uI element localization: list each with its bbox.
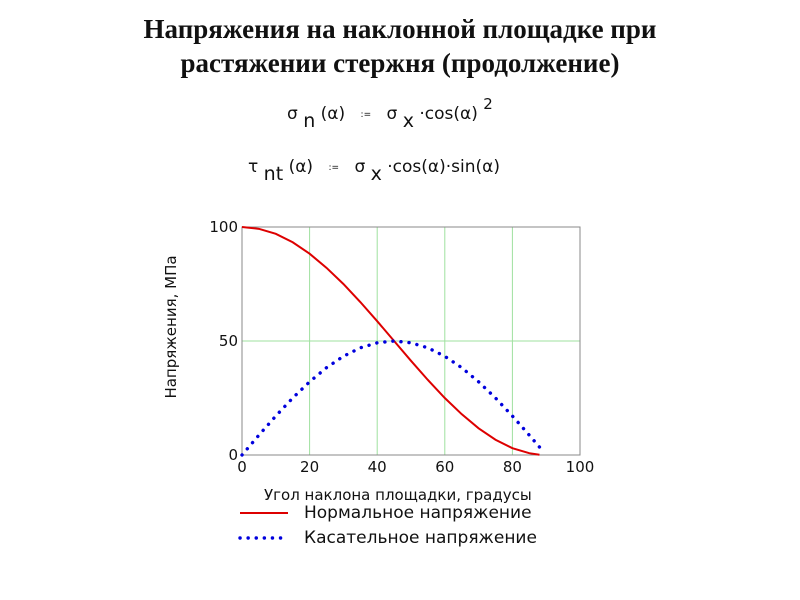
f1-rhs: ·cos(α) xyxy=(419,104,478,124)
series-line-shear-stress xyxy=(240,339,542,457)
x-axis-label: Угол наклона площадки, градусы xyxy=(264,486,532,504)
x-tick-label: 0 xyxy=(237,458,247,476)
f2-lhs-symbol: τ xyxy=(248,157,259,177)
f1-power: 2 xyxy=(483,95,493,113)
f2-rhs-subscript: x xyxy=(370,163,382,185)
f1-assign: := xyxy=(360,110,372,120)
f2-assign: := xyxy=(328,163,340,173)
title-line-1: Напряжения на наклонной площадке при xyxy=(143,14,657,44)
f2-rhs-symbol: σ xyxy=(354,157,366,177)
f2-rhs: ·cos(α)·sin(α) xyxy=(387,157,500,177)
chart-grid xyxy=(242,227,580,455)
f1-lhs-subscript: n xyxy=(303,110,316,132)
legend-label-shear: Касательное напряжение xyxy=(304,528,537,548)
normal-stress-formula: σ n (α) := σ x ·cos(α) 2 xyxy=(287,95,493,132)
chart-legend: Нормальное напряжение Касательное напряж… xyxy=(238,503,537,548)
y-tick-label: 0 xyxy=(228,446,238,464)
series-layer xyxy=(240,226,542,457)
x-tick-label: 40 xyxy=(368,458,387,476)
legend-label-normal: Нормальное напряжение xyxy=(304,503,532,523)
shear-stress-formula: τ nt (α) := σ x ·cos(α)·sin(α) xyxy=(248,155,500,185)
f2-lhs-subscript: nt xyxy=(263,163,284,185)
f1-lhs-symbol: σ xyxy=(287,104,298,124)
x-tick-label: 20 xyxy=(300,458,319,476)
x-tick-label: 100 xyxy=(566,458,595,476)
slide-title: Напряжения на наклонной площадке при рас… xyxy=(0,12,800,80)
f2-argument: (α) xyxy=(288,157,314,177)
tick-labels: 0 20 40 60 80 100 0 50 100 xyxy=(209,218,594,476)
plot-frame xyxy=(241,226,581,456)
x-tick-label: 80 xyxy=(503,458,522,476)
title-line-2: растяжении стержня (продолжение) xyxy=(180,48,620,78)
f1-argument: (α) xyxy=(320,104,346,124)
y-tick-label: 50 xyxy=(219,332,238,350)
y-axis-label: Напряжения, МПа xyxy=(162,255,180,398)
f1-rhs-symbol: σ xyxy=(386,104,398,124)
f1-rhs-subscript: x xyxy=(402,110,414,132)
y-tick-label: 100 xyxy=(209,218,238,236)
x-tick-label: 60 xyxy=(435,458,454,476)
